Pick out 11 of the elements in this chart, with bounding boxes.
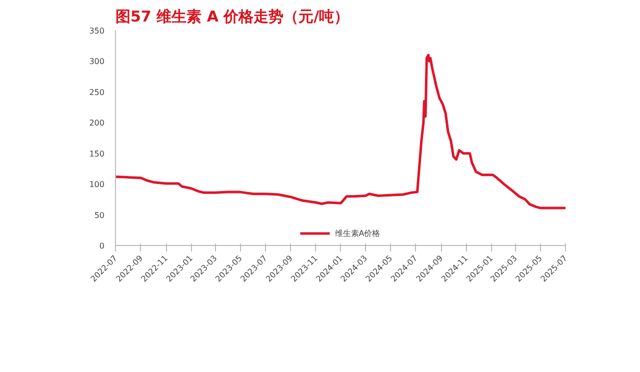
y-tick-label: 0 [99,242,105,250]
y-tick-label: 200 [89,118,105,128]
y-tick-label: 350 [89,26,105,36]
y-tick-label: 50 [94,210,105,220]
y-tick-label: 300 [89,57,105,66]
y-tick-label: 150 [89,149,105,158]
y-tick-label: 100 [89,180,105,190]
chart-title: 图57 维生素 A 价格走势（元/吨） [116,8,350,26]
legend-label: 维生素A价格 [334,228,380,238]
y-tick-label: 250 [89,88,105,97]
line-series [116,54,566,210]
